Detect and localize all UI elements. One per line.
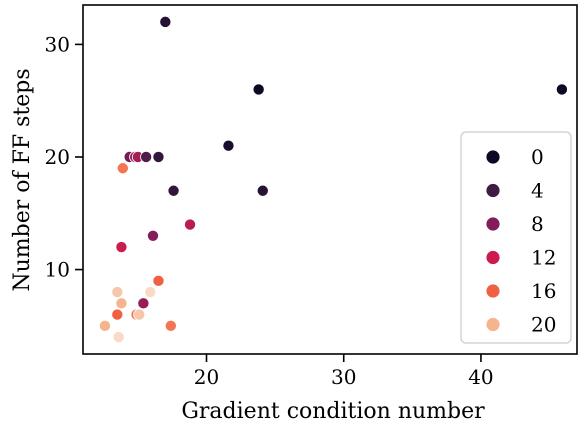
x-tick-label: 20 bbox=[194, 365, 219, 389]
legend-label: 4 bbox=[531, 179, 544, 203]
scatter-point bbox=[222, 139, 235, 152]
y-axis-ticks: 10 20 30 bbox=[45, 32, 83, 282]
scatter-point bbox=[111, 308, 124, 321]
scatter-point bbox=[555, 83, 568, 96]
scatter-point bbox=[152, 274, 165, 287]
scatter-point bbox=[116, 162, 129, 175]
scatter-point bbox=[115, 297, 128, 310]
scatter-point bbox=[152, 150, 165, 163]
legend-marker bbox=[485, 317, 501, 332]
plot-frame bbox=[82, 4, 578, 355]
scatter-point bbox=[112, 331, 125, 344]
x-tick-label: 40 bbox=[468, 365, 493, 389]
legend-label: 0 bbox=[531, 145, 544, 169]
scatter-point bbox=[98, 319, 111, 332]
legend-marker bbox=[485, 283, 501, 299]
y-tick-label: 10 bbox=[45, 258, 70, 282]
legend-label: 8 bbox=[531, 212, 544, 236]
y-tick-label: 30 bbox=[45, 32, 70, 56]
x-axis-label: Gradient condition number bbox=[181, 399, 485, 424]
scatter-point bbox=[144, 286, 157, 299]
scatter-point bbox=[252, 83, 265, 96]
scatter-point bbox=[137, 297, 150, 310]
legend-label: 20 bbox=[531, 313, 556, 337]
legend-marker bbox=[485, 149, 501, 165]
scatter-point bbox=[167, 184, 180, 197]
legend-label: 16 bbox=[531, 279, 556, 303]
scatter-point bbox=[184, 218, 197, 231]
scatter-point bbox=[133, 308, 146, 321]
legend-label: 12 bbox=[531, 246, 556, 270]
scatter-point bbox=[140, 150, 153, 163]
legend: 0 4 8 12 16 20 bbox=[460, 131, 572, 344]
y-tick-label: 20 bbox=[45, 145, 70, 169]
scatter-points bbox=[98, 15, 568, 344]
legend-frame bbox=[460, 131, 572, 344]
scatter-point bbox=[115, 241, 128, 254]
plot-area bbox=[82, 4, 578, 355]
x-axis-ticks: 20 30 40 bbox=[194, 354, 494, 389]
scatter-point bbox=[146, 229, 159, 242]
legend-marker bbox=[485, 183, 501, 198]
scatter-point bbox=[256, 184, 269, 197]
y-axis-label: Number of FF steps bbox=[10, 68, 35, 291]
legend-marker bbox=[485, 250, 501, 265]
scatter-point bbox=[111, 286, 124, 299]
x-tick-label: 30 bbox=[331, 365, 356, 389]
scatter-point bbox=[159, 15, 172, 28]
legend-marker bbox=[485, 216, 501, 232]
scatter-point bbox=[164, 319, 177, 332]
